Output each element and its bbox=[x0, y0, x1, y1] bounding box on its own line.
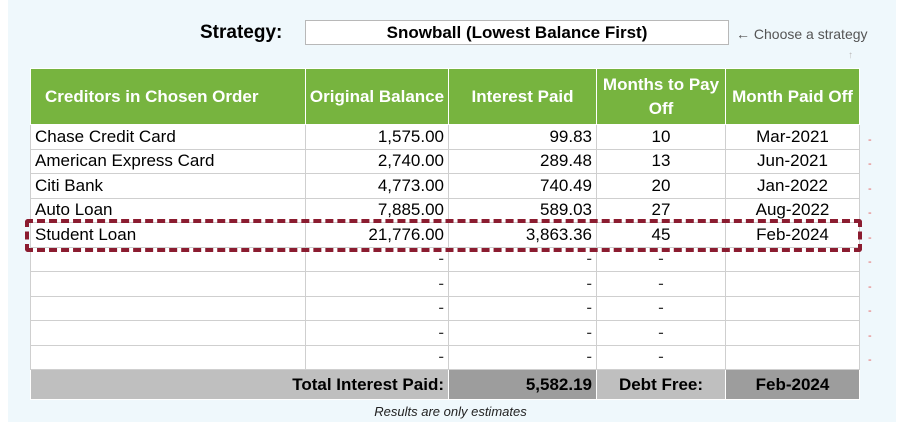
interest-paid[interactable]: 289.48 bbox=[448, 148, 597, 174]
table-row: - - - bbox=[30, 320, 860, 346]
header-original-balance: Original Balance bbox=[305, 68, 449, 125]
estimates-note: Results are only estimates bbox=[374, 404, 527, 419]
debt-free-value: Feb-2024 bbox=[725, 369, 860, 400]
side-mark: - bbox=[868, 134, 872, 146]
table-row: American Express Card 2,740.00 289.48 13… bbox=[30, 148, 860, 174]
month-paid-off[interactable] bbox=[725, 295, 860, 321]
table-row: - - - bbox=[30, 295, 860, 321]
interest-paid[interactable]: - bbox=[448, 344, 597, 370]
months-to-pay-off[interactable]: 10 bbox=[596, 124, 726, 150]
creditor-name[interactable] bbox=[30, 246, 306, 272]
months-to-pay-off[interactable]: 45 bbox=[596, 222, 726, 248]
creditor-name[interactable]: American Express Card bbox=[30, 148, 306, 174]
interest-paid[interactable]: 589.03 bbox=[448, 197, 597, 223]
debt-free-label: Debt Free: bbox=[596, 369, 726, 400]
months-to-pay-off[interactable]: - bbox=[596, 320, 726, 346]
strategy-label: Strategy: bbox=[200, 22, 283, 43]
original-balance[interactable]: 1,575.00 bbox=[305, 124, 449, 150]
original-balance[interactable]: - bbox=[305, 295, 449, 321]
header-interest-paid: Interest Paid bbox=[448, 68, 597, 125]
table-row: - - - bbox=[30, 344, 860, 370]
side-mark: - bbox=[868, 305, 872, 317]
totals-row: Total Interest Paid: 5,582.19 Debt Free:… bbox=[30, 369, 860, 400]
strategy-select[interactable]: Snowball (Lowest Balance First) bbox=[305, 20, 729, 45]
interest-paid[interactable]: 3,863.36 bbox=[448, 222, 597, 248]
month-paid-off[interactable]: Feb-2024 bbox=[725, 222, 860, 248]
creditors-table: Creditors in Chosen Order Original Balan… bbox=[30, 68, 860, 400]
months-to-pay-off[interactable]: - bbox=[596, 246, 726, 272]
month-paid-off[interactable]: Jun-2021 bbox=[725, 148, 860, 174]
interest-paid[interactable]: - bbox=[448, 271, 597, 297]
original-balance[interactable]: - bbox=[305, 320, 449, 346]
table-row: - - - bbox=[30, 246, 860, 272]
side-mark: - bbox=[868, 183, 872, 195]
months-to-pay-off[interactable]: - bbox=[596, 344, 726, 370]
table-row: Citi Bank 4,773.00 740.49 20 Jan-2022 bbox=[30, 173, 860, 199]
table-row: - - - bbox=[30, 271, 860, 297]
month-paid-off[interactable] bbox=[725, 320, 860, 346]
month-paid-off[interactable]: Jan-2022 bbox=[725, 173, 860, 199]
side-mark: - bbox=[868, 330, 872, 342]
original-balance[interactable]: - bbox=[305, 344, 449, 370]
side-mark: - bbox=[868, 232, 872, 244]
original-balance[interactable]: 4,773.00 bbox=[305, 173, 449, 199]
original-balance[interactable]: - bbox=[305, 246, 449, 272]
side-mark: - bbox=[868, 281, 872, 293]
creditor-name[interactable]: Student Loan bbox=[30, 222, 306, 248]
month-paid-off[interactable]: Mar-2021 bbox=[725, 124, 860, 150]
original-balance[interactable]: 2,740.00 bbox=[305, 148, 449, 174]
months-to-pay-off[interactable]: - bbox=[596, 295, 726, 321]
month-paid-off[interactable]: Aug-2022 bbox=[725, 197, 860, 223]
header-month-paid-off: Month Paid Off bbox=[725, 68, 860, 125]
table-row: Chase Credit Card 1,575.00 99.83 10 Mar-… bbox=[30, 124, 860, 150]
table-row-highlighted: Student Loan 21,776.00 3,863.36 45 Feb-2… bbox=[30, 222, 860, 248]
original-balance[interactable]: 21,776.00 bbox=[305, 222, 449, 248]
creditor-name[interactable]: Chase Credit Card bbox=[30, 124, 306, 150]
header-months-to-pay-off: Months to Pay Off bbox=[596, 68, 726, 125]
interest-paid[interactable]: 740.49 bbox=[448, 173, 597, 199]
total-interest-value: 5,582.19 bbox=[448, 369, 597, 400]
table-row: Auto Loan 7,885.00 589.03 27 Aug-2022 bbox=[30, 197, 860, 223]
months-to-pay-off[interactable]: - bbox=[596, 271, 726, 297]
interest-paid[interactable]: - bbox=[448, 295, 597, 321]
creditor-name[interactable] bbox=[30, 344, 306, 370]
interest-paid[interactable]: 99.83 bbox=[448, 124, 597, 150]
strategy-hint: ← Choose a strategy bbox=[736, 26, 868, 42]
month-paid-off[interactable] bbox=[725, 246, 860, 272]
side-mark: - bbox=[868, 256, 872, 268]
side-mark: - bbox=[868, 207, 872, 219]
table-header-row: Creditors in Chosen Order Original Balan… bbox=[30, 68, 860, 125]
original-balance[interactable]: - bbox=[305, 271, 449, 297]
interest-paid[interactable]: - bbox=[448, 320, 597, 346]
months-to-pay-off[interactable]: 20 bbox=[596, 173, 726, 199]
side-mark: - bbox=[868, 354, 872, 366]
months-to-pay-off[interactable]: 13 bbox=[596, 148, 726, 174]
side-mark: - bbox=[868, 158, 872, 170]
creditor-name[interactable] bbox=[30, 271, 306, 297]
creditor-name[interactable]: Citi Bank bbox=[30, 173, 306, 199]
total-interest-label: Total Interest Paid: bbox=[30, 369, 449, 400]
month-paid-off[interactable] bbox=[725, 271, 860, 297]
creditor-name[interactable] bbox=[30, 320, 306, 346]
months-to-pay-off[interactable]: 27 bbox=[596, 197, 726, 223]
original-balance[interactable]: 7,885.00 bbox=[305, 197, 449, 223]
creditor-name[interactable]: Auto Loan bbox=[30, 197, 306, 223]
header-creditors: Creditors in Chosen Order bbox=[30, 68, 306, 125]
creditor-name[interactable] bbox=[30, 295, 306, 321]
up-arrow-icon: ↑ bbox=[848, 50, 853, 61]
month-paid-off[interactable] bbox=[725, 344, 860, 370]
interest-paid[interactable]: - bbox=[448, 246, 597, 272]
